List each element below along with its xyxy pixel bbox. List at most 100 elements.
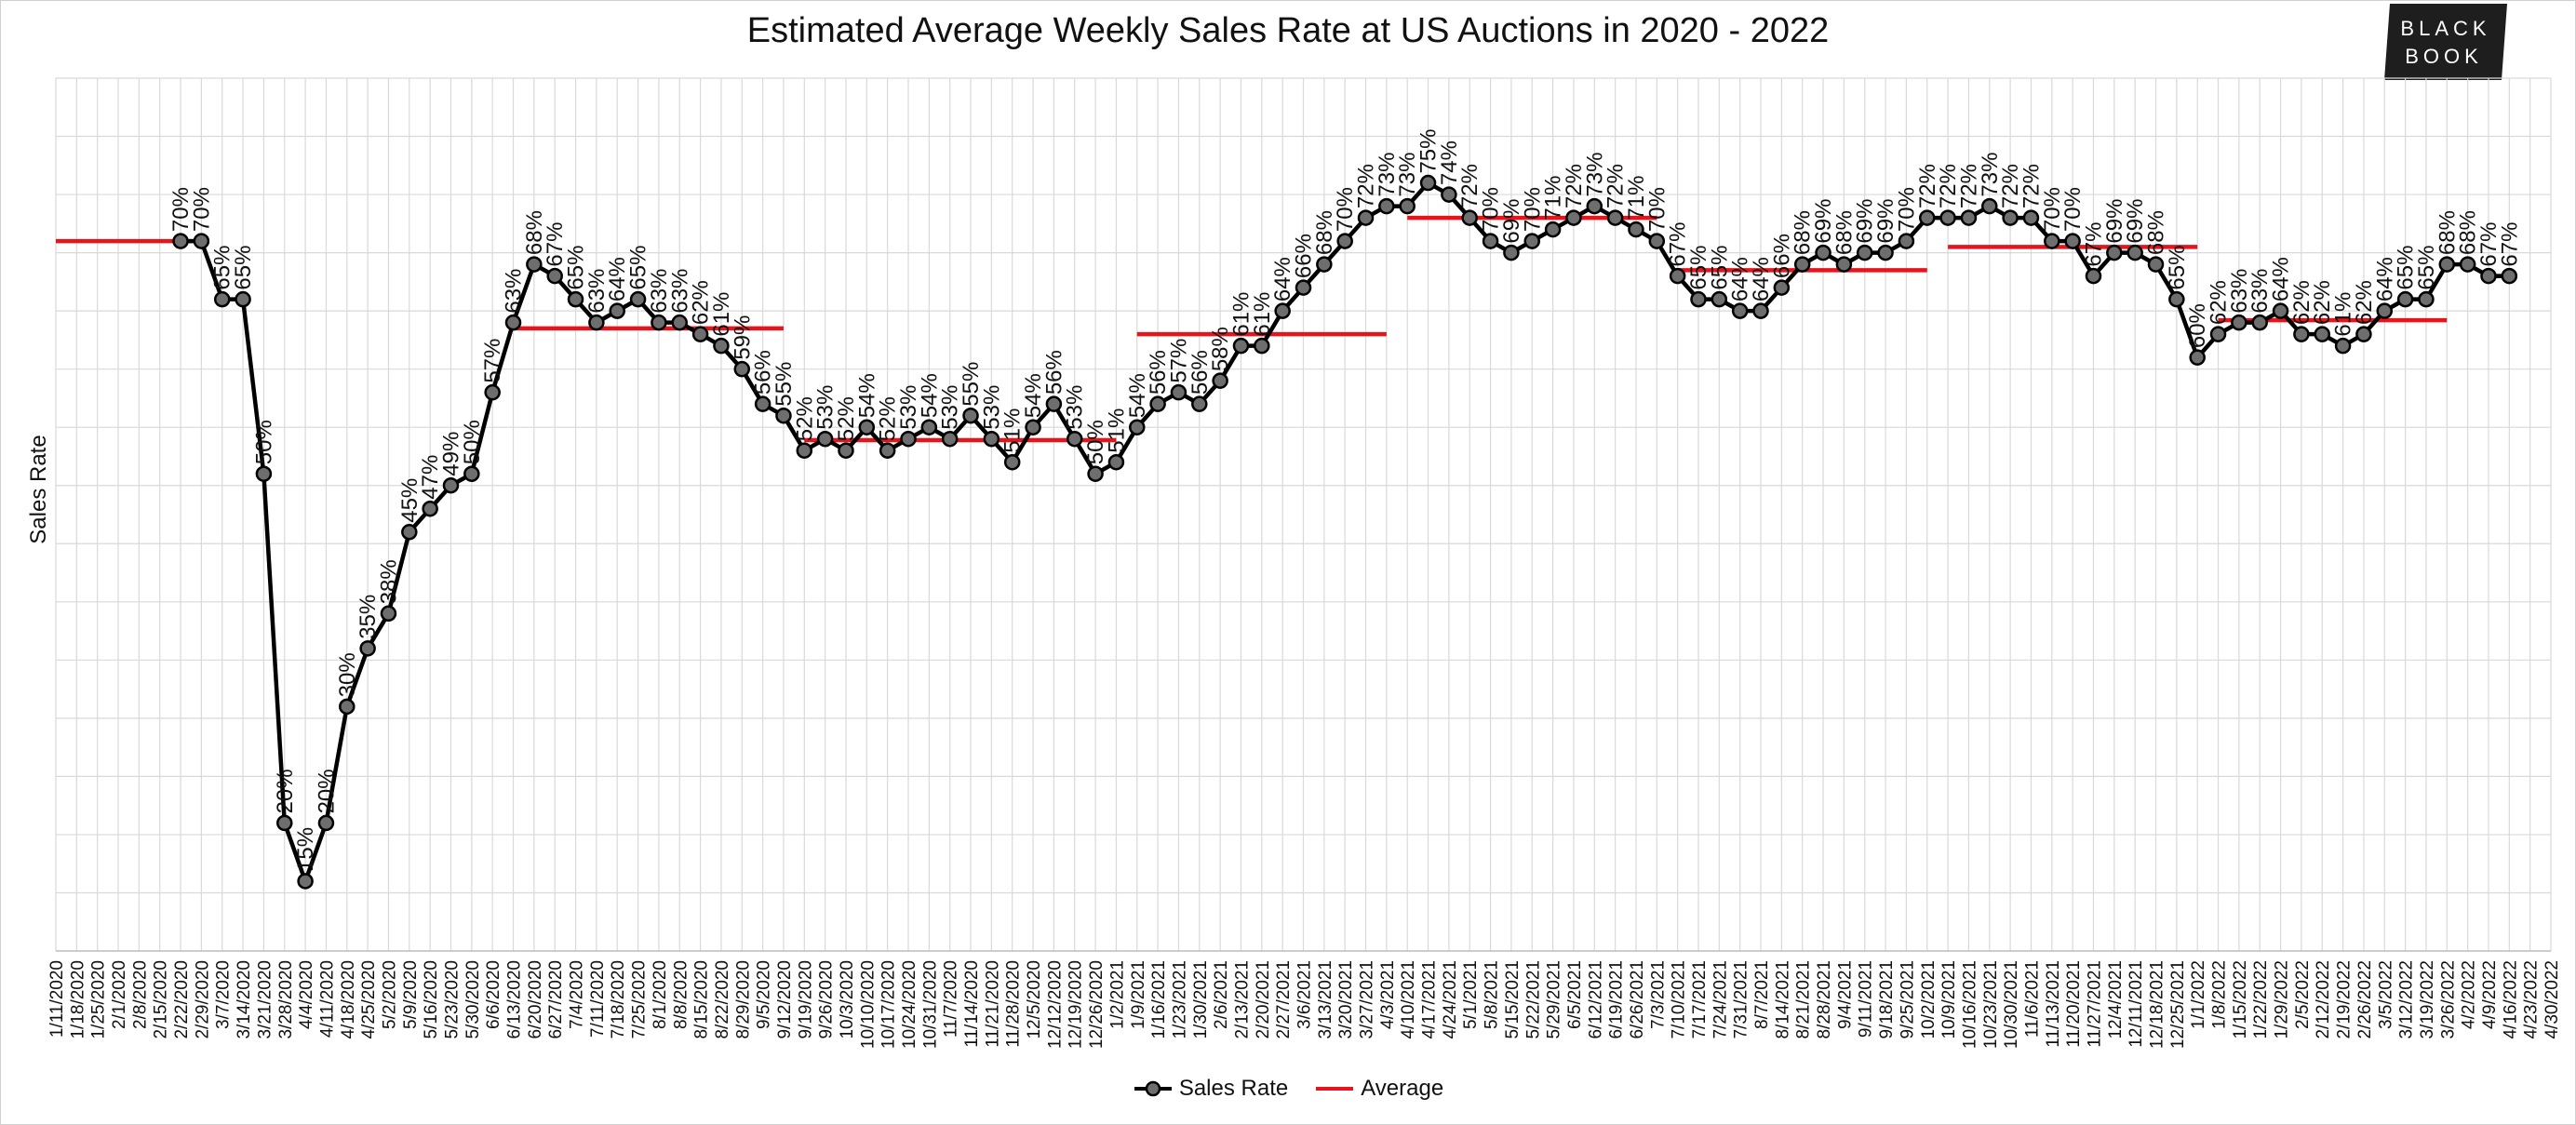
- data-label: 70%: [1644, 187, 1670, 232]
- data-point: [276, 814, 293, 832]
- data-label: 67%: [1666, 222, 1691, 267]
- x-tick-label: 7/10/2021: [1670, 960, 1689, 1039]
- data-label: 51%: [1000, 408, 1026, 453]
- data-label: 63%: [584, 269, 610, 314]
- data-point: [2168, 290, 2185, 308]
- data-point: [879, 442, 896, 459]
- x-tick-label: 12/18/2021: [2148, 960, 2167, 1049]
- x-tick-label: 12/4/2021: [2106, 960, 2126, 1039]
- data-point: [2334, 337, 2352, 355]
- data-point: [1565, 209, 1582, 226]
- chart-title: Estimated Average Weekly Sales Rate at U…: [746, 11, 1830, 50]
- data-label: 30%: [335, 652, 360, 697]
- x-tick-label: 10/3/2020: [838, 960, 857, 1039]
- data-point: [2314, 326, 2330, 342]
- data-point: [1336, 233, 1353, 249]
- data-point: [1378, 197, 1395, 215]
- data-point: [1066, 430, 1083, 448]
- data-point: [941, 430, 959, 448]
- x-tick-label: 11/14/2020: [962, 960, 982, 1048]
- data-label: 15%: [293, 827, 318, 872]
- data-point: [2106, 244, 2123, 261]
- data-label: 56%: [1146, 350, 1171, 395]
- x-tick-label: 10/16/2021: [1960, 960, 1979, 1049]
- x-tick-label: 2/22/2020: [172, 960, 192, 1039]
- data-label: 61%: [1250, 292, 1275, 337]
- data-label: 67%: [2497, 222, 2522, 267]
- x-tick-label: 1/11/2020: [47, 960, 67, 1038]
- x-tick-label: 2/26/2022: [2355, 960, 2375, 1039]
- data-label: 70%: [2040, 187, 2065, 232]
- data-label: 53%: [979, 385, 1004, 430]
- data-point: [1544, 221, 1562, 238]
- data-point: [1419, 174, 1437, 192]
- data-label: 20%: [273, 769, 298, 813]
- data-label: 57%: [1166, 339, 1191, 383]
- data-label: 73%: [1978, 153, 2003, 197]
- x-tick-label: 7/3/2021: [1648, 960, 1668, 1029]
- x-tick-label: 1/9/2021: [1129, 960, 1148, 1029]
- x-tick-label: 5/15/2021: [1503, 960, 1523, 1039]
- data-point: [1003, 453, 1021, 471]
- x-tick-label: 8/14/2021: [1773, 960, 1792, 1039]
- data-label: 53%: [813, 385, 839, 430]
- x-tick-label: 10/9/2021: [1939, 960, 1959, 1039]
- data-point: [1981, 197, 1998, 215]
- data-label: 62%: [2310, 280, 2335, 325]
- data-label: 72%: [1457, 164, 1483, 208]
- x-tick-label: 5/22/2021: [1523, 960, 1543, 1039]
- data-label: 54%: [917, 373, 942, 418]
- data-point: [962, 407, 979, 424]
- x-tick-label: 2/8/2020: [130, 960, 150, 1029]
- x-tick-label: 1/8/2022: [2210, 960, 2230, 1029]
- data-label: 73%: [1375, 153, 1400, 197]
- x-tick-label: 6/26/2021: [1628, 960, 1647, 1039]
- data-point: [567, 290, 584, 308]
- x-tick-label: 4/18/2020: [339, 960, 358, 1039]
- data-point: [235, 290, 251, 308]
- data-point: [796, 442, 813, 459]
- x-tick-label: 1/2/2021: [1107, 960, 1127, 1029]
- x-tick-label: 6/6/2020: [484, 960, 503, 1029]
- data-point: [1295, 279, 1312, 296]
- data-label: 64%: [1270, 257, 1295, 301]
- x-tick-label: 11/21/2020: [983, 960, 1002, 1048]
- data-point: [442, 476, 460, 494]
- data-point: [2272, 302, 2289, 319]
- x-tick-label: 9/26/2020: [817, 960, 837, 1039]
- svg-text:BLACK: BLACK: [2400, 17, 2490, 40]
- data-point: [2501, 267, 2518, 285]
- x-tick-label: 4/9/2022: [2480, 960, 2500, 1029]
- data-point: [1606, 209, 1624, 226]
- data-point: [401, 524, 418, 541]
- x-tick-label: 5/9/2020: [401, 960, 421, 1029]
- data-point: [2376, 302, 2394, 319]
- data-point: [816, 430, 834, 448]
- data-label: 38%: [376, 559, 401, 604]
- data-label: 74%: [1437, 141, 1462, 185]
- data-point: [1399, 197, 1415, 215]
- data-point: [691, 326, 709, 342]
- data-point: [2147, 256, 2165, 273]
- x-tick-label: 6/20/2020: [526, 960, 545, 1039]
- x-tick-label: 4/2/2022: [2460, 960, 2479, 1029]
- data-label: 51%: [1104, 408, 1129, 453]
- data-point: [172, 233, 189, 249]
- data-point: [504, 314, 522, 331]
- data-point: [1461, 209, 1478, 226]
- data-label: 66%: [1769, 234, 1794, 278]
- x-tick-label: 5/29/2021: [1545, 960, 1564, 1039]
- data-point: [1731, 302, 1749, 319]
- x-tick-label: 7/25/2020: [630, 960, 650, 1039]
- x-tick-label: 8/8/2020: [671, 960, 691, 1029]
- x-tick-label: 2/19/2022: [2335, 960, 2355, 1039]
- data-point: [2085, 267, 2102, 285]
- data-label: 69%: [1853, 199, 1878, 244]
- data-label: 68%: [2144, 210, 2169, 255]
- x-tick-label: 1/1/2022: [2189, 960, 2208, 1029]
- data-label: 52%: [834, 396, 859, 441]
- data-label: 65%: [210, 246, 235, 290]
- data-point: [422, 500, 438, 517]
- data-point: [2251, 314, 2268, 331]
- data-label: 68%: [2435, 210, 2460, 255]
